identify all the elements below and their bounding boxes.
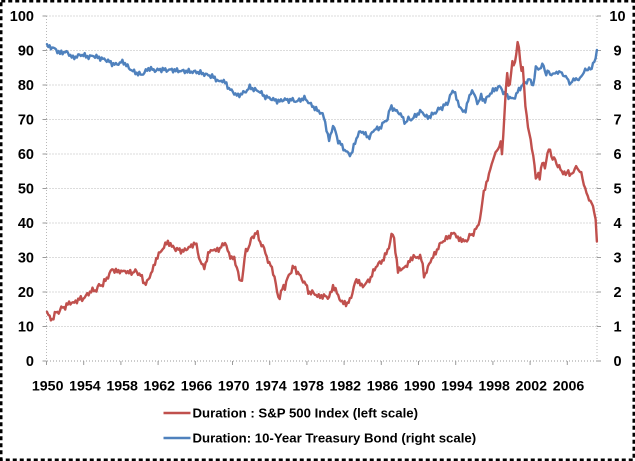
svg-text:1982: 1982: [330, 379, 362, 395]
svg-text:2002: 2002: [516, 379, 548, 395]
svg-text:10: 10: [18, 320, 34, 336]
svg-text:80: 80: [18, 78, 34, 94]
svg-text:9: 9: [613, 44, 621, 60]
svg-text:8: 8: [613, 78, 621, 94]
svg-text:70: 70: [18, 113, 34, 129]
svg-text:5: 5: [613, 182, 621, 198]
svg-text:90: 90: [18, 44, 34, 60]
svg-text:1998: 1998: [478, 379, 510, 395]
svg-text:1974: 1974: [255, 379, 287, 395]
svg-text:Duration : S&P 500 Index (left: Duration : S&P 500 Index (left scale): [193, 406, 418, 421]
svg-text:1954: 1954: [69, 379, 101, 395]
svg-text:2006: 2006: [553, 379, 585, 395]
svg-text:1978: 1978: [292, 379, 324, 395]
svg-text:1990: 1990: [404, 379, 436, 395]
svg-text:Duration: 10-Year Treasury Bon: Duration: 10-Year Treasury Bond (right s…: [193, 431, 477, 446]
svg-text:40: 40: [18, 216, 34, 232]
svg-text:4: 4: [613, 216, 621, 232]
svg-text:1958: 1958: [106, 379, 138, 395]
svg-text:1950: 1950: [32, 379, 64, 395]
svg-text:10: 10: [609, 9, 625, 25]
svg-text:100: 100: [10, 9, 34, 25]
svg-text:30: 30: [18, 251, 34, 267]
svg-text:3: 3: [613, 251, 621, 267]
svg-text:1966: 1966: [181, 379, 213, 395]
svg-text:20: 20: [18, 285, 34, 301]
svg-text:50: 50: [18, 182, 34, 198]
svg-text:0: 0: [613, 354, 621, 370]
svg-text:1962: 1962: [144, 379, 176, 395]
svg-text:6: 6: [613, 147, 621, 163]
svg-text:7: 7: [613, 113, 621, 129]
svg-text:1: 1: [613, 320, 621, 336]
svg-text:1994: 1994: [441, 379, 473, 395]
svg-text:1970: 1970: [218, 379, 250, 395]
svg-text:2: 2: [613, 285, 621, 301]
svg-text:1986: 1986: [367, 379, 399, 395]
svg-text:60: 60: [18, 147, 34, 163]
svg-text:0: 0: [26, 354, 34, 370]
